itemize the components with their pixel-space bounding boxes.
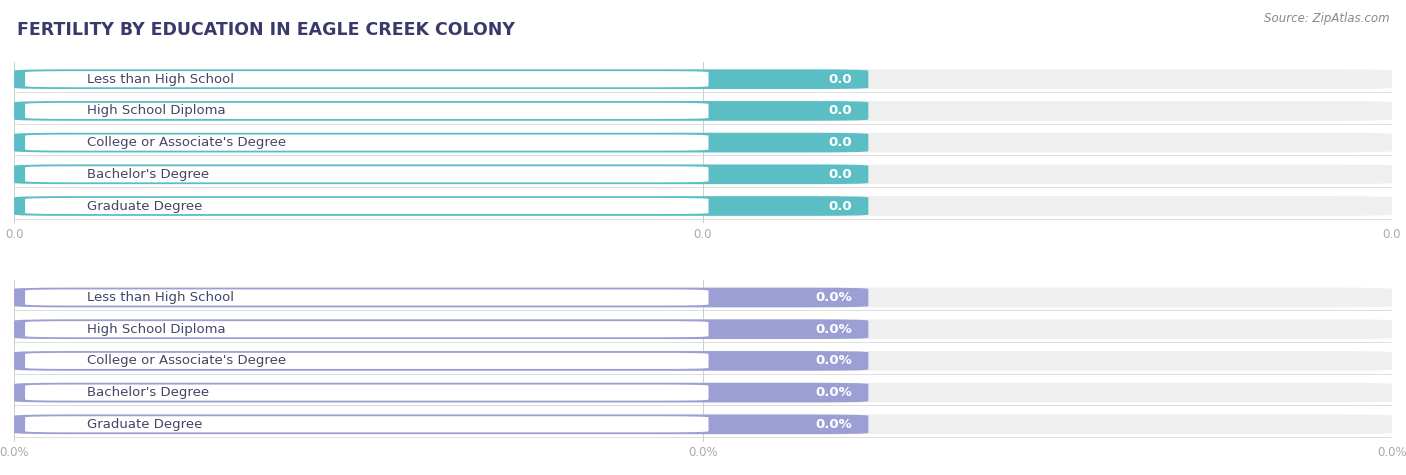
FancyBboxPatch shape xyxy=(25,166,709,182)
FancyBboxPatch shape xyxy=(14,133,869,152)
FancyBboxPatch shape xyxy=(14,383,869,402)
Text: High School Diploma: High School Diploma xyxy=(87,104,225,117)
FancyBboxPatch shape xyxy=(14,351,1392,370)
Text: Less than High School: Less than High School xyxy=(87,291,233,304)
Text: 0.0%: 0.0% xyxy=(815,291,852,304)
Text: 0.0: 0.0 xyxy=(828,73,852,86)
FancyBboxPatch shape xyxy=(14,288,1392,307)
FancyBboxPatch shape xyxy=(14,69,1392,89)
FancyBboxPatch shape xyxy=(14,196,1392,216)
FancyBboxPatch shape xyxy=(25,385,709,401)
Text: High School Diploma: High School Diploma xyxy=(87,323,225,336)
FancyBboxPatch shape xyxy=(25,289,709,305)
FancyBboxPatch shape xyxy=(14,69,869,89)
Text: FERTILITY BY EDUCATION IN EAGLE CREEK COLONY: FERTILITY BY EDUCATION IN EAGLE CREEK CO… xyxy=(17,21,515,39)
FancyBboxPatch shape xyxy=(14,101,869,121)
FancyBboxPatch shape xyxy=(14,196,869,216)
FancyBboxPatch shape xyxy=(25,71,709,87)
FancyBboxPatch shape xyxy=(25,134,709,151)
Text: 0.0%: 0.0% xyxy=(815,323,852,336)
FancyBboxPatch shape xyxy=(14,383,1392,402)
FancyBboxPatch shape xyxy=(14,101,1392,121)
FancyBboxPatch shape xyxy=(14,164,869,184)
Text: Bachelor's Degree: Bachelor's Degree xyxy=(87,168,208,181)
FancyBboxPatch shape xyxy=(25,416,709,432)
FancyBboxPatch shape xyxy=(25,103,709,119)
Text: 0.0%: 0.0% xyxy=(815,386,852,399)
Text: 0.0: 0.0 xyxy=(828,104,852,117)
Text: Source: ZipAtlas.com: Source: ZipAtlas.com xyxy=(1264,12,1389,25)
Text: College or Associate's Degree: College or Associate's Degree xyxy=(87,354,285,367)
Text: 0.0: 0.0 xyxy=(828,136,852,149)
FancyBboxPatch shape xyxy=(14,415,869,434)
FancyBboxPatch shape xyxy=(14,415,1392,434)
FancyBboxPatch shape xyxy=(25,198,709,214)
FancyBboxPatch shape xyxy=(14,164,1392,184)
Text: Graduate Degree: Graduate Degree xyxy=(87,418,202,431)
FancyBboxPatch shape xyxy=(14,319,1392,339)
FancyBboxPatch shape xyxy=(25,321,709,337)
FancyBboxPatch shape xyxy=(14,288,869,307)
Text: Graduate Degree: Graduate Degree xyxy=(87,200,202,212)
FancyBboxPatch shape xyxy=(14,133,1392,152)
Text: 0.0: 0.0 xyxy=(828,200,852,212)
Text: Less than High School: Less than High School xyxy=(87,73,233,86)
FancyBboxPatch shape xyxy=(14,319,869,339)
FancyBboxPatch shape xyxy=(25,353,709,369)
FancyBboxPatch shape xyxy=(14,351,869,370)
Text: 0.0%: 0.0% xyxy=(815,354,852,367)
Text: Bachelor's Degree: Bachelor's Degree xyxy=(87,386,208,399)
Text: College or Associate's Degree: College or Associate's Degree xyxy=(87,136,285,149)
Text: 0.0%: 0.0% xyxy=(815,418,852,431)
Text: 0.0: 0.0 xyxy=(828,168,852,181)
